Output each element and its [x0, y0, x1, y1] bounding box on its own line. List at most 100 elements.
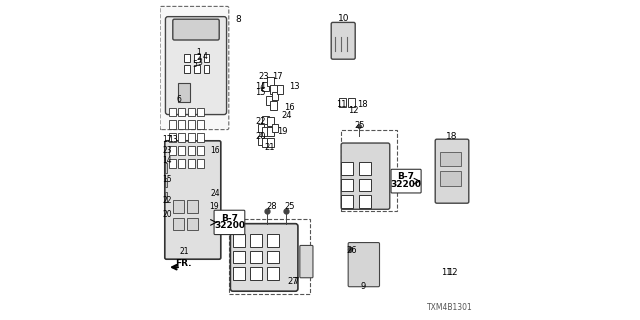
Text: 3: 3 [197, 58, 202, 67]
Bar [194, 65, 200, 73]
Bar [272, 92, 278, 100]
Bar [188, 159, 195, 168]
Bar [250, 267, 262, 280]
Bar [262, 127, 269, 136]
Bar [234, 234, 246, 247]
Text: 27: 27 [287, 277, 298, 286]
Bar [272, 124, 278, 132]
Text: 15: 15 [255, 88, 266, 97]
Text: 5: 5 [192, 60, 197, 68]
Bar [341, 179, 353, 191]
Text: 18: 18 [357, 100, 368, 109]
Bar [169, 108, 175, 116]
Text: 32200: 32200 [390, 180, 422, 189]
Bar [184, 65, 190, 73]
Text: 28: 28 [266, 202, 277, 211]
Bar [165, 178, 168, 187]
Text: 9: 9 [360, 282, 365, 291]
Text: 23: 23 [163, 146, 172, 155]
Bar [359, 195, 371, 208]
Bar [440, 152, 461, 166]
Text: 1: 1 [196, 48, 201, 57]
Text: 12: 12 [348, 106, 358, 115]
Bar [173, 218, 184, 230]
Bar [173, 200, 184, 213]
FancyBboxPatch shape [165, 17, 227, 115]
FancyBboxPatch shape [341, 143, 390, 209]
Bar [234, 267, 246, 280]
Bar [440, 171, 461, 186]
Bar [234, 251, 246, 263]
Text: 19: 19 [210, 202, 220, 211]
Bar [250, 234, 262, 247]
Text: 7: 7 [294, 277, 299, 286]
Bar [258, 136, 264, 145]
Bar [165, 192, 168, 202]
FancyBboxPatch shape [160, 6, 229, 130]
Bar [194, 53, 200, 61]
Text: 22: 22 [255, 117, 266, 126]
Bar [267, 267, 279, 280]
FancyBboxPatch shape [348, 243, 380, 287]
Text: B-7: B-7 [397, 172, 415, 181]
Bar [277, 85, 284, 94]
FancyBboxPatch shape [230, 224, 298, 291]
Text: TXM4B1301: TXM4B1301 [428, 303, 473, 312]
Text: 13: 13 [289, 82, 300, 91]
Bar [178, 159, 186, 168]
Bar [184, 53, 190, 61]
Bar [359, 162, 371, 175]
Bar [187, 200, 198, 213]
Text: 6: 6 [177, 95, 182, 104]
Text: B-7: B-7 [221, 214, 238, 223]
Text: 4: 4 [202, 52, 207, 60]
Bar [348, 98, 355, 107]
Bar [197, 108, 205, 116]
Bar [258, 124, 264, 132]
Text: 15: 15 [163, 175, 172, 184]
Bar [268, 117, 274, 126]
Bar [359, 179, 371, 191]
Bar [188, 133, 195, 142]
Bar [250, 251, 262, 263]
FancyBboxPatch shape [332, 22, 355, 59]
Bar [169, 133, 175, 142]
Bar [188, 146, 195, 155]
Bar [197, 120, 205, 129]
Text: 10: 10 [338, 14, 349, 23]
Bar [341, 195, 353, 208]
FancyBboxPatch shape [300, 245, 313, 278]
Text: 25: 25 [355, 121, 365, 130]
Text: 8: 8 [236, 15, 241, 24]
Bar [341, 162, 353, 175]
Text: 16: 16 [284, 103, 295, 112]
Text: 17: 17 [272, 72, 282, 81]
Text: 14: 14 [255, 82, 266, 91]
Bar [178, 146, 186, 155]
Text: 32200: 32200 [214, 221, 245, 230]
Text: FR.: FR. [175, 260, 192, 268]
Bar [178, 120, 186, 129]
Bar [197, 146, 205, 155]
Bar [169, 159, 175, 168]
Bar [165, 163, 168, 173]
Text: 23: 23 [258, 72, 269, 81]
Bar [169, 146, 175, 155]
Text: 12: 12 [447, 268, 458, 277]
Text: 19: 19 [277, 127, 287, 136]
Bar [178, 108, 186, 116]
Bar [340, 130, 397, 211]
Text: 25: 25 [284, 202, 294, 211]
Bar [267, 234, 279, 247]
Text: 20: 20 [163, 210, 172, 219]
Text: 13: 13 [168, 135, 178, 144]
Text: 11: 11 [336, 100, 346, 109]
FancyBboxPatch shape [391, 169, 421, 193]
Bar [266, 96, 272, 105]
Text: 24: 24 [211, 189, 220, 198]
Text: 18: 18 [446, 132, 458, 141]
Bar [178, 83, 191, 102]
FancyBboxPatch shape [173, 19, 219, 40]
Bar [267, 251, 279, 263]
Bar [339, 98, 346, 107]
